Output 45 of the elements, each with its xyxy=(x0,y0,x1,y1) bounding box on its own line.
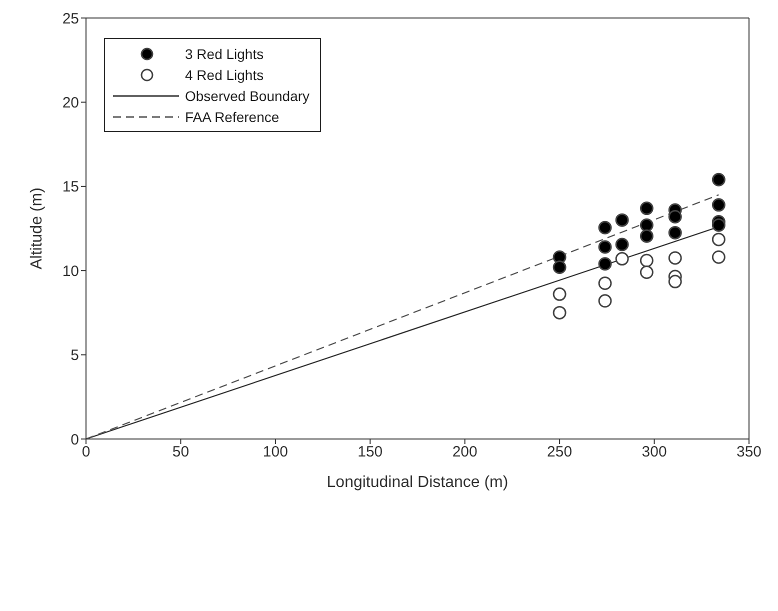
point xyxy=(615,238,629,252)
legend-label: 3 Red Lights xyxy=(185,46,264,62)
legend-label: Observed Boundary xyxy=(185,88,310,104)
point xyxy=(598,240,612,254)
point xyxy=(668,210,682,224)
y-tick-label: 25 xyxy=(62,10,79,28)
y-tick-label: 10 xyxy=(62,262,79,280)
point xyxy=(552,287,566,301)
legend-label: FAA Reference xyxy=(185,108,280,124)
point xyxy=(640,254,654,268)
point xyxy=(668,251,682,265)
point xyxy=(552,306,566,320)
x-tick-label: 250 xyxy=(547,444,572,461)
x-tick-label: 100 xyxy=(262,444,288,461)
point xyxy=(640,229,654,243)
x-tick-label: 0 xyxy=(82,444,90,461)
y-tick-label: 15 xyxy=(62,178,79,196)
point xyxy=(712,172,726,186)
y-axis-title: Altitude (m) xyxy=(28,188,46,270)
point xyxy=(712,250,726,264)
x-tick-label: 300 xyxy=(642,444,667,461)
point xyxy=(552,260,566,274)
point xyxy=(598,294,612,308)
point xyxy=(615,213,629,227)
point xyxy=(668,226,682,240)
y-tick-label: 20 xyxy=(62,94,79,112)
x-tick-label: 150 xyxy=(358,444,383,461)
point xyxy=(640,202,654,216)
point xyxy=(598,276,612,290)
point xyxy=(712,232,726,246)
y-tick-label: 5 xyxy=(70,347,79,364)
x-tick-label: 50 xyxy=(172,444,190,461)
y-tick-label: 0 xyxy=(70,431,79,448)
point xyxy=(615,252,629,266)
legend-label: 4 Red Lights xyxy=(185,66,264,82)
point xyxy=(712,198,726,212)
point xyxy=(640,218,654,232)
x-tick-label: 200 xyxy=(452,444,478,461)
point xyxy=(598,220,612,234)
point xyxy=(712,218,726,232)
x-axis-title: Longitudinal Distance (m) xyxy=(326,474,508,491)
point xyxy=(598,257,612,271)
x-tick-label: 350 xyxy=(736,444,762,461)
point xyxy=(668,274,682,288)
point xyxy=(640,266,654,280)
